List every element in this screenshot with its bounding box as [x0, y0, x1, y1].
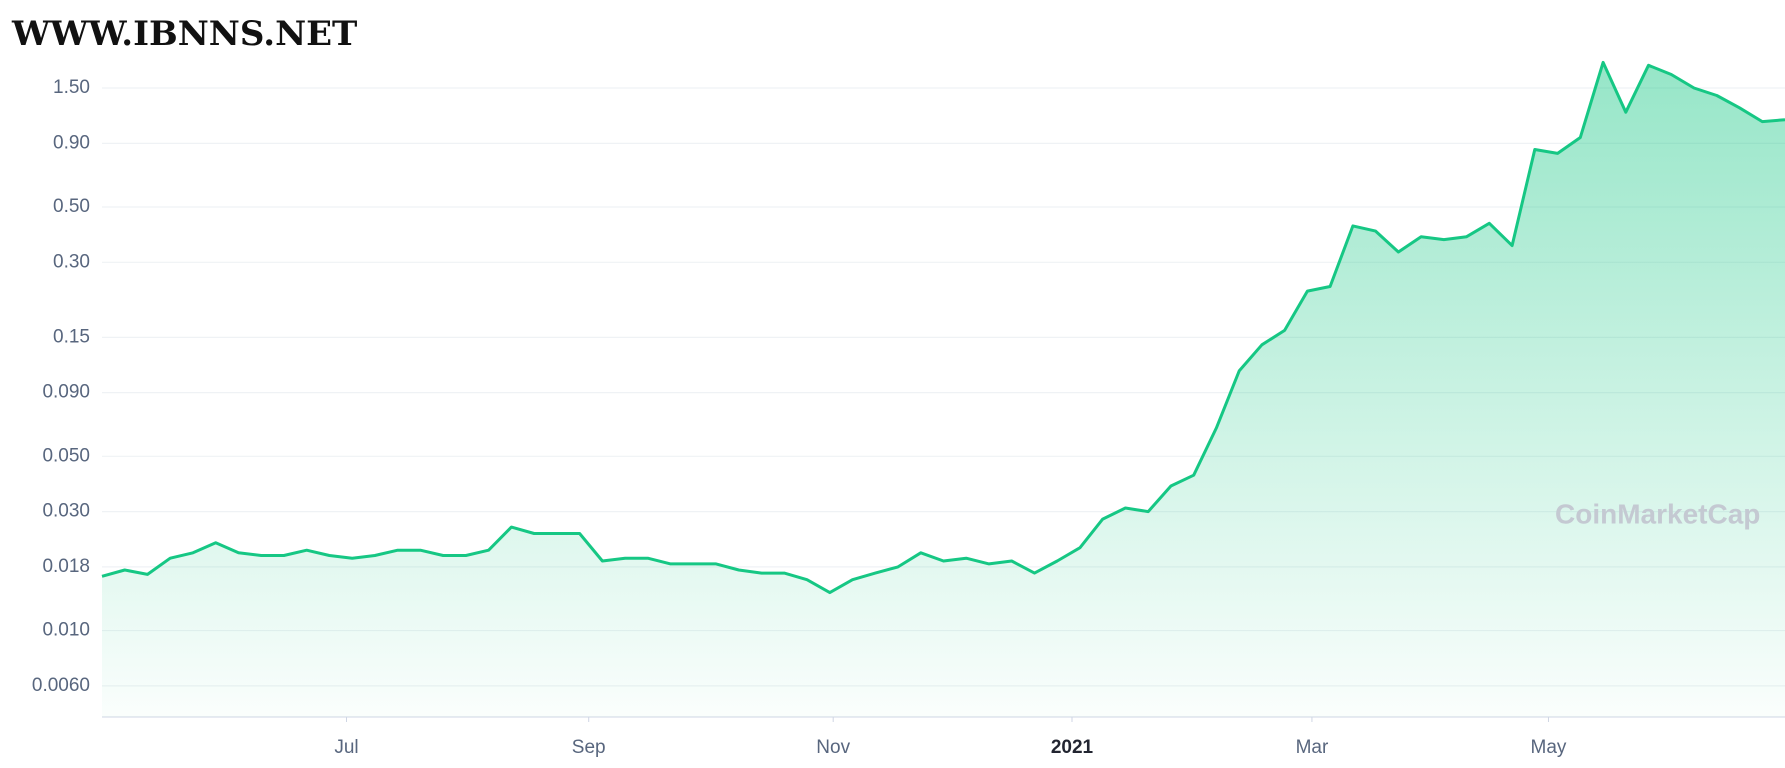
area: [102, 62, 1785, 717]
y-tick-label: 0.15: [53, 326, 90, 347]
y-tick-label: 0.50: [53, 196, 90, 217]
x-tick-label: Nov: [816, 737, 850, 758]
x-tick-label: Sep: [572, 737, 606, 758]
site-watermark: WWW.IBNNS.NET: [11, 14, 357, 54]
line: [101, 60, 1785, 595]
x-tick-label: Jul: [334, 737, 358, 758]
x-tick-label: May: [1531, 737, 1567, 758]
axes: 0.0060 0.010 0.018 0.030 0.050 0.090 0.15 0.30 0…: [32, 77, 1567, 758]
y-tick-label: 0.018: [42, 556, 90, 577]
site-watermark-bg: [0, 0, 350, 62]
plot: [101, 60, 1785, 717]
y-tick-label: 0.30: [53, 251, 90, 272]
y-tick-label: 0.050: [42, 445, 90, 466]
y-tick-label: 0.010: [42, 620, 90, 641]
y-tick-label: 0.0060: [32, 675, 90, 696]
y-tick-label: 0.030: [42, 501, 90, 522]
y-tick-label: 0.090: [42, 382, 90, 403]
y-tick-label: 1.50: [53, 77, 90, 98]
y-tick-label: 0.90: [53, 132, 90, 153]
x-tick-label: Mar: [1296, 737, 1329, 758]
x-tick-label: 2021: [1051, 737, 1094, 758]
watermark: CoinMarketCap: [1555, 498, 1760, 529]
